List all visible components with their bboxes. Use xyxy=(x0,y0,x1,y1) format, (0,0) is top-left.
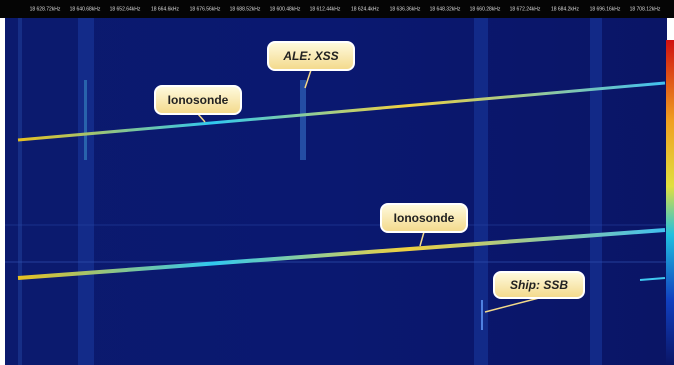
frequency-label: 18 672.24kHz xyxy=(510,6,541,12)
callout-box xyxy=(267,41,355,71)
frequency-labels: 18 628.72kHz 18 640.68kHz 18 652.64kHz 18 6… xyxy=(30,6,661,12)
frequency-label: 18 660.28kHz xyxy=(470,6,501,12)
callout-text: Ionosonde xyxy=(394,211,455,225)
callout-text: ALE: XSS xyxy=(282,49,338,63)
callout-text: Ionosonde xyxy=(168,93,229,107)
frequency-label: 18 600.48kHz xyxy=(270,6,301,12)
ionosonde-trace xyxy=(17,228,666,280)
callout-text: Ship: SSB xyxy=(510,278,568,292)
frequency-label: 18 628.72kHz xyxy=(30,6,61,12)
callout-pointer xyxy=(419,231,425,247)
callout-box xyxy=(380,203,468,233)
callouts: ALE: XSS Ionosonde Ionosonde Ship: SSB xyxy=(154,41,585,313)
color-scale xyxy=(666,40,674,365)
frequency-label: 18 664.6kHz xyxy=(151,6,180,12)
frequency-label: 18 648.32kHz xyxy=(430,6,461,12)
callout-box xyxy=(154,85,242,115)
vertical-signals xyxy=(18,18,602,365)
callout-box xyxy=(493,271,585,299)
frequency-label: 18 652.64kHz xyxy=(110,6,141,12)
callout-pointer xyxy=(197,113,206,123)
frequency-label: 18 708.12kHz xyxy=(630,6,661,12)
ssb-trace xyxy=(639,277,666,281)
frequency-label: 18 636.36kHz xyxy=(390,6,421,12)
frequency-bar xyxy=(0,0,674,18)
frequency-label: 18 684.2kHz xyxy=(551,6,580,12)
frequency-label: 18 640.68kHz xyxy=(70,6,101,12)
ionosonde-trace xyxy=(17,81,666,142)
callout-pointer xyxy=(484,297,540,313)
frequency-label: 18 696.16kHz xyxy=(590,6,621,12)
waterfall xyxy=(5,18,667,365)
frequency-label: 18 688.52kHz xyxy=(230,6,261,12)
callout-pointer xyxy=(304,69,312,89)
frequency-label: 18 676.56kHz xyxy=(190,6,221,12)
frequency-label: 18 612.44kHz xyxy=(310,6,341,12)
frequency-label: 18 624.4kHz xyxy=(351,6,380,12)
